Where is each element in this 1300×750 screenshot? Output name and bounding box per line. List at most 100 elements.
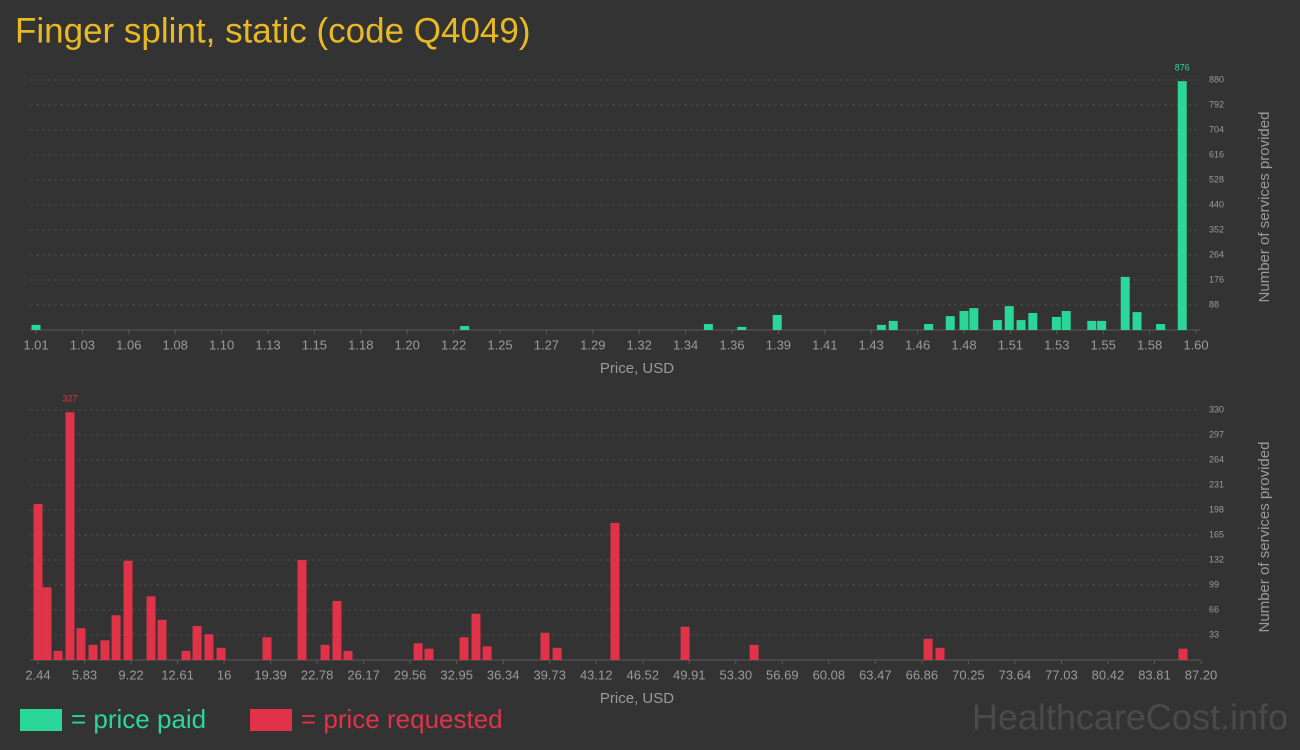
bar [42, 587, 52, 660]
bar [1051, 316, 1061, 330]
x-tick-label: 80.42 [1092, 667, 1125, 682]
data-label: 327 [62, 394, 77, 404]
x-tick-label: 1.60 [1183, 337, 1208, 352]
x-tick-label: 1.15 [302, 337, 327, 352]
bar [1120, 276, 1130, 330]
y-tick-label: 176 [1209, 274, 1224, 284]
bar [1156, 324, 1166, 330]
x-tick-label: 19.39 [254, 667, 287, 682]
y-tick-label: 880 [1209, 74, 1224, 84]
x-tick-label: 1.10 [209, 337, 234, 352]
bar [424, 648, 434, 660]
y-tick-label: 792 [1209, 99, 1224, 109]
bar [876, 324, 886, 330]
x-tick-label: 1.22 [441, 337, 466, 352]
data-label: 876 [1175, 63, 1190, 73]
x-tick-label: 29.56 [394, 667, 427, 682]
watermark: HealthcareCost.info [972, 697, 1288, 738]
y-tick-label: 99 [1209, 579, 1219, 589]
legend-label: = price paid [71, 704, 206, 734]
y-tick-label: 352 [1209, 224, 1224, 234]
bar [100, 640, 110, 660]
x-tick-label: 22.78 [301, 667, 334, 682]
y-axis-label: Number of services provided [1256, 112, 1273, 303]
bar [471, 613, 481, 660]
x-tick-label: 1.43 [859, 337, 884, 352]
x-tick-label: 1.25 [487, 337, 512, 352]
x-tick-label: 1.27 [534, 337, 559, 352]
y-tick-label: 528 [1209, 174, 1224, 184]
x-axis-label: Price, USD [600, 360, 674, 377]
y-tick-label: 616 [1209, 149, 1224, 159]
bar [749, 644, 759, 660]
x-tick-label: 1.41 [812, 337, 837, 352]
bar [157, 619, 167, 660]
bar [31, 324, 41, 330]
y-tick-label: 264 [1209, 249, 1224, 259]
x-tick-label: 49.91 [673, 667, 706, 682]
y-tick-label: 33 [1209, 629, 1219, 639]
x-tick-label: 1.51 [998, 337, 1023, 352]
bar [297, 560, 307, 660]
legend-swatch [20, 709, 62, 731]
bar [204, 634, 214, 660]
x-tick-label: 1.48 [951, 337, 976, 352]
bar [343, 650, 353, 660]
y-tick-label: 264 [1209, 454, 1224, 464]
y-tick-label: 66 [1209, 604, 1219, 614]
bar [540, 632, 550, 660]
bar [1177, 81, 1187, 331]
bar [552, 647, 562, 660]
bar [772, 314, 782, 330]
x-tick-label: 1.46 [905, 337, 930, 352]
y-tick-label: 88 [1209, 299, 1219, 309]
x-tick-label: 9.22 [118, 667, 143, 682]
bar [262, 637, 272, 660]
y-tick-label: 440 [1209, 199, 1224, 209]
x-tick-label: 1.58 [1137, 337, 1162, 352]
bar [320, 644, 330, 660]
x-tick-label: 1.08 [163, 337, 188, 352]
x-tick-label: 1.06 [116, 337, 141, 352]
x-tick-label: 66.86 [906, 667, 939, 682]
y-tick-label: 198 [1209, 504, 1224, 514]
bar [123, 560, 133, 660]
x-tick-label: 1.39 [766, 337, 791, 352]
bar [53, 650, 63, 660]
bar [1028, 312, 1038, 330]
bar [923, 638, 933, 660]
x-tick-label: 36.34 [487, 667, 520, 682]
x-tick-label: 1.20 [395, 337, 420, 352]
bar [459, 637, 469, 660]
bar [460, 326, 470, 330]
x-tick-label: 87.20 [1185, 667, 1218, 682]
bar [146, 596, 156, 660]
bar [737, 326, 747, 330]
bar [33, 503, 43, 660]
x-tick-label: 46.52 [626, 667, 659, 682]
x-tick-label: 1.03 [70, 337, 95, 352]
bar [703, 324, 713, 330]
x-tick-label: 1.34 [673, 337, 698, 352]
y-tick-label: 165 [1209, 529, 1224, 539]
bar [1097, 320, 1107, 330]
y-axis-label: Number of services provided [1256, 442, 1273, 633]
bar [413, 643, 423, 660]
bar [992, 320, 1002, 330]
bar [88, 644, 98, 660]
bar [482, 646, 492, 660]
bar [610, 522, 620, 660]
x-tick-label: 1.29 [580, 337, 605, 352]
x-tick-label: 53.30 [720, 667, 753, 682]
x-tick-label: 43.12 [580, 667, 613, 682]
bar [216, 647, 226, 660]
x-tick-label: 56.69 [766, 667, 799, 682]
bar [1132, 312, 1142, 330]
x-tick-label: 32.95 [440, 667, 473, 682]
y-tick-label: 132 [1209, 554, 1224, 564]
y-tick-label: 330 [1209, 404, 1224, 414]
x-tick-label: 60.08 [813, 667, 846, 682]
x-tick-label: 2.44 [25, 667, 50, 682]
